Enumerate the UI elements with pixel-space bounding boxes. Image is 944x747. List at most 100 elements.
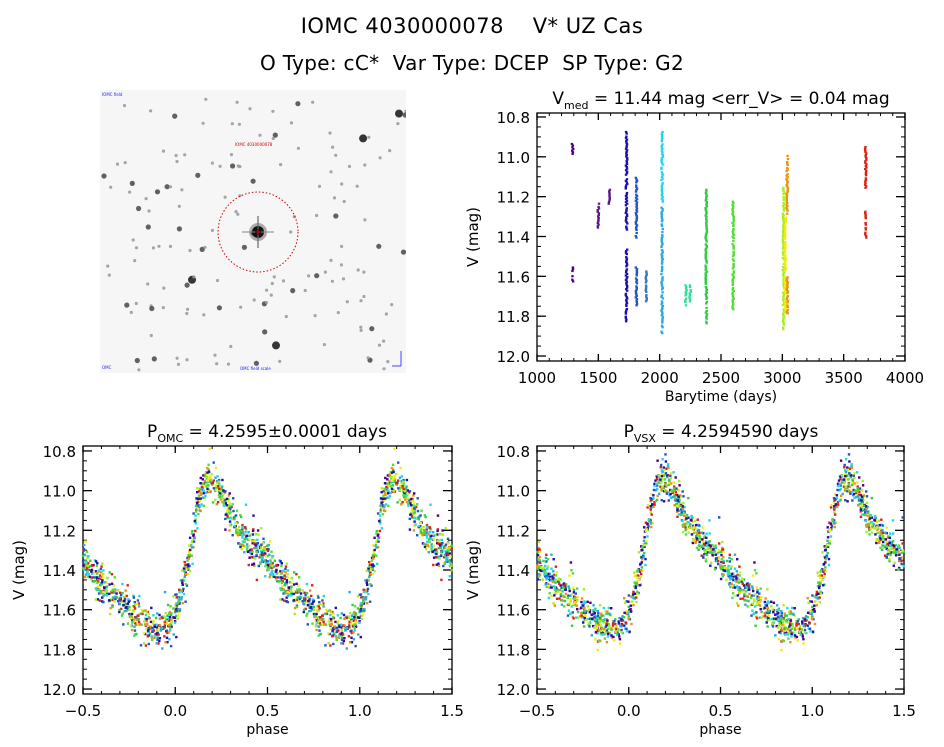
data-point [555, 589, 558, 593]
data-point [172, 633, 175, 636]
data-point [661, 148, 664, 151]
data-point [722, 561, 725, 564]
data-point [322, 613, 325, 616]
data-point [375, 546, 378, 549]
data-point [826, 544, 830, 547]
data-point [207, 468, 210, 471]
data-point [348, 641, 352, 644]
data-point [669, 492, 672, 496]
data-point [625, 150, 628, 153]
data-point [771, 621, 774, 625]
data-point [830, 504, 833, 507]
data-point [875, 524, 878, 527]
data-point [781, 241, 785, 244]
data-point [900, 559, 903, 563]
data-point [875, 538, 879, 541]
data-point [128, 608, 131, 612]
data-point [286, 576, 289, 579]
data-point [559, 594, 563, 598]
y-tick-label: 11.8 [497, 641, 530, 659]
data-point [175, 602, 178, 605]
data-point [661, 317, 664, 320]
data-point [617, 628, 620, 631]
data-point [151, 626, 154, 630]
data-point [772, 611, 775, 614]
data-point [425, 528, 428, 531]
data-point [645, 286, 648, 289]
data-point [354, 620, 357, 624]
data-point [607, 200, 611, 204]
data-point [196, 527, 199, 530]
data-point [780, 612, 783, 615]
data-point [545, 560, 548, 563]
data-point [856, 495, 860, 498]
data-point [206, 490, 209, 494]
data-point [827, 557, 831, 561]
data-point [371, 564, 374, 567]
data-point [450, 569, 453, 572]
data-point [84, 540, 87, 543]
data-point [576, 599, 579, 602]
data-point [108, 583, 111, 586]
data-point [677, 489, 681, 492]
star [356, 268, 360, 272]
data-point [840, 494, 843, 498]
data-point [151, 628, 154, 631]
data-point [625, 184, 628, 187]
star [303, 288, 307, 293]
data-point [783, 614, 787, 618]
data-point [819, 574, 822, 577]
data-point [731, 243, 734, 246]
data-point [212, 479, 215, 482]
data-point [823, 549, 827, 552]
star [175, 356, 179, 360]
data-point [763, 611, 766, 615]
data-point [806, 611, 810, 614]
data-point [704, 256, 707, 260]
data-point [545, 553, 548, 556]
data-point [634, 227, 638, 230]
data-point [354, 613, 357, 617]
data-point [732, 252, 735, 255]
data-point [253, 547, 256, 550]
data-point [279, 598, 282, 601]
data-point [783, 245, 787, 248]
data-point [701, 538, 704, 541]
data-point [303, 596, 306, 600]
data-point [660, 186, 664, 189]
data-point [308, 589, 312, 592]
data-point [420, 509, 423, 512]
data-point [655, 498, 659, 502]
data-point [624, 317, 628, 320]
data-point [649, 511, 652, 514]
star [203, 245, 207, 249]
data-point [161, 647, 164, 650]
data-point [173, 620, 177, 623]
data-point [842, 478, 846, 481]
data-point [111, 589, 114, 593]
data-point [553, 586, 557, 589]
data-point [869, 527, 873, 531]
data-point [705, 209, 708, 213]
data-point [635, 219, 638, 222]
data-point [784, 303, 787, 306]
data-point [786, 202, 789, 205]
data-point [446, 548, 449, 552]
data-point [190, 532, 194, 535]
data-point [163, 624, 166, 627]
data-point [599, 616, 602, 620]
data-point [123, 597, 127, 601]
data-point [444, 550, 447, 553]
y-axis-label: V (mag) [464, 540, 482, 600]
data-point [602, 621, 606, 624]
data-point [660, 160, 663, 163]
data-point [166, 614, 169, 617]
data-point [391, 463, 395, 466]
data-point [782, 209, 785, 212]
data-point [325, 612, 329, 616]
data-point [580, 600, 583, 604]
data-point [397, 487, 400, 490]
data-point [329, 613, 332, 617]
data-point [169, 613, 173, 617]
data-point [594, 618, 598, 621]
